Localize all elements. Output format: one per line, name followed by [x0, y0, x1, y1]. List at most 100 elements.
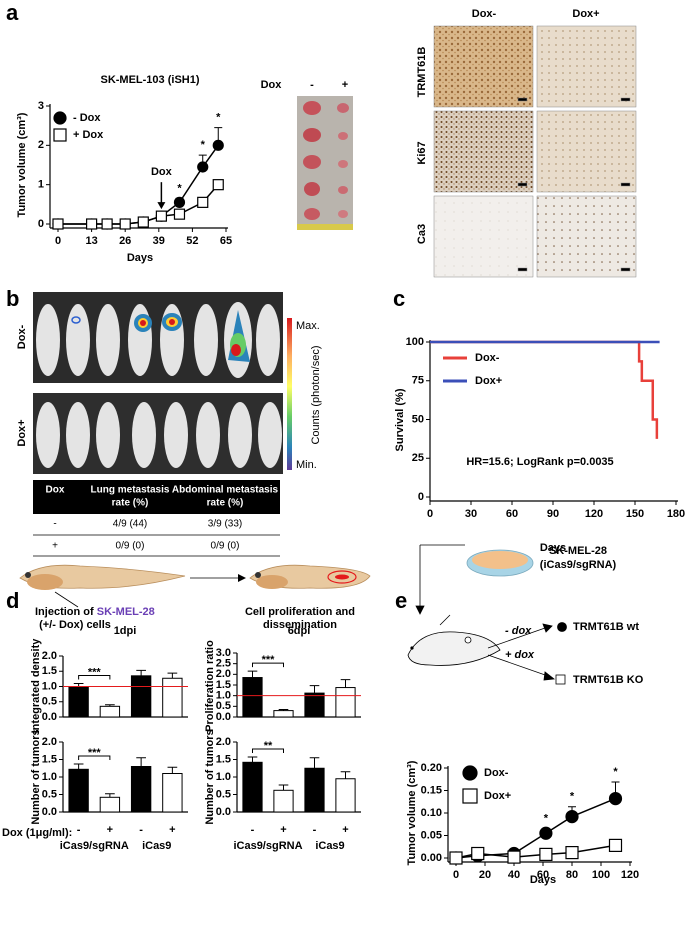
y-tick-label: 2.5: [216, 658, 231, 670]
group-label: iCas9: [142, 840, 171, 852]
y-axis-label: Integrated density: [30, 638, 42, 734]
photo-plus: +: [342, 79, 348, 91]
table-cell: 0/9 (0): [116, 541, 145, 552]
x-tick-label: 39: [153, 235, 165, 247]
ihc-column: Dox-: [472, 8, 497, 20]
y-tick-label: 2.0: [216, 736, 231, 748]
panel-label: b: [6, 286, 19, 311]
bar: [273, 710, 294, 718]
imaging-row: Dox-: [16, 324, 28, 349]
series-line: [58, 144, 219, 225]
x-tick-label: -: [313, 824, 317, 836]
y-axis-label: Tumor volume (cm³): [16, 112, 28, 217]
y-tick-label: 2.0: [42, 650, 57, 662]
y-tick-label: 0.0: [42, 711, 57, 723]
marker: [101, 218, 113, 230]
y-axis-label: Tumor volume (cm³): [406, 760, 418, 865]
cell-line: SK-MEL-28: [549, 545, 607, 557]
y-tick-label: 0: [418, 491, 424, 503]
outcome: TRMT61B KO: [573, 674, 644, 686]
cell-line: SK-MEL-28: [97, 606, 155, 618]
bar: [99, 796, 121, 813]
error-bar: [247, 756, 258, 763]
error-bar: [309, 685, 320, 694]
x-tick-label: 20: [479, 869, 491, 881]
legend-label: Dox+: [475, 375, 502, 387]
marker: [212, 139, 224, 151]
error-bar: [136, 757, 146, 767]
outcome: TRMT61B wt: [573, 621, 639, 633]
y-tick-label: 2: [38, 139, 44, 151]
y-tick-label: 50: [412, 413, 424, 425]
y-tick-label: 0.20: [421, 762, 442, 774]
panel-label: c: [393, 286, 405, 311]
significance: **: [264, 740, 273, 752]
ihc-row: Ca3: [416, 224, 428, 244]
error-bar: [309, 757, 320, 769]
group-label: iCas9: [315, 840, 344, 852]
legend-label: Dox-: [475, 352, 500, 364]
bar: [130, 766, 152, 813]
table-header: Abdominal metastasis: [172, 485, 279, 496]
y-tick-label: 1.5: [42, 753, 57, 765]
bar: [304, 767, 325, 813]
significance-bracket: [252, 662, 284, 668]
ihc-column: Dox+: [572, 8, 599, 20]
x-axis-label: Days: [530, 874, 556, 886]
marker: [565, 809, 579, 824]
marker: [539, 826, 553, 840]
x-axis-label: Dox (1μg/ml):: [2, 827, 72, 839]
x-tick-label: +: [107, 824, 113, 836]
table-header: Lung metastasis: [91, 485, 170, 496]
bar: [242, 677, 263, 718]
y-tick-label: 0.0: [42, 806, 57, 818]
error-bar: [73, 682, 84, 687]
x-tick-label: 13: [85, 235, 97, 247]
x-tick-label: 60: [506, 508, 518, 520]
error-bar: [247, 670, 258, 678]
significance: ***: [88, 747, 102, 759]
marker: [85, 218, 98, 230]
marker: [212, 179, 224, 191]
x-tick-label: 180: [667, 508, 685, 520]
table-cell: 0/9 (0): [211, 541, 240, 552]
table-cell: -: [53, 519, 56, 530]
marker: [197, 161, 209, 173]
bar: [68, 768, 89, 813]
error-bar: [73, 763, 84, 770]
photo-minus: -: [310, 79, 314, 91]
arrow-label: + dox: [505, 649, 535, 661]
arrow-label: - dox: [505, 625, 532, 637]
bar: [242, 761, 263, 813]
x-tick-label: 0: [453, 869, 459, 881]
annotation: *: [216, 112, 221, 124]
x-tick-label: +: [280, 824, 286, 836]
y-tick-label: 0.15: [421, 784, 442, 796]
bar: [162, 677, 183, 718]
marker: [507, 850, 521, 864]
y-tick-label: 1: [38, 179, 44, 191]
marker: [565, 845, 579, 860]
schematic-text: Injection of SK-MEL-28: [35, 606, 155, 618]
bar: [335, 687, 356, 718]
y-tick-label: 2.0: [216, 668, 231, 680]
marker: [155, 210, 167, 222]
x-tick-label: 60: [537, 869, 549, 881]
table-header: rate (%): [112, 498, 149, 509]
x-tick-label: 52: [186, 235, 198, 247]
x-tick-label: 0: [427, 508, 433, 520]
y-tick-label: 3: [38, 100, 44, 112]
y-tick-label: 1.5: [216, 753, 231, 765]
schematic-text: (+/- Dox) cells: [39, 619, 111, 631]
y-tick-label: 25: [412, 452, 424, 464]
marker: [173, 208, 186, 220]
significance: ***: [88, 666, 102, 678]
error-bar: [167, 672, 178, 679]
series-line: [430, 340, 659, 439]
significance-bracket: [252, 748, 284, 754]
panel-label: d: [6, 588, 19, 613]
y-tick-label: 0.5: [42, 696, 57, 708]
y-tick-label: 1.0: [216, 771, 231, 783]
x-tick-label: +: [169, 824, 175, 836]
